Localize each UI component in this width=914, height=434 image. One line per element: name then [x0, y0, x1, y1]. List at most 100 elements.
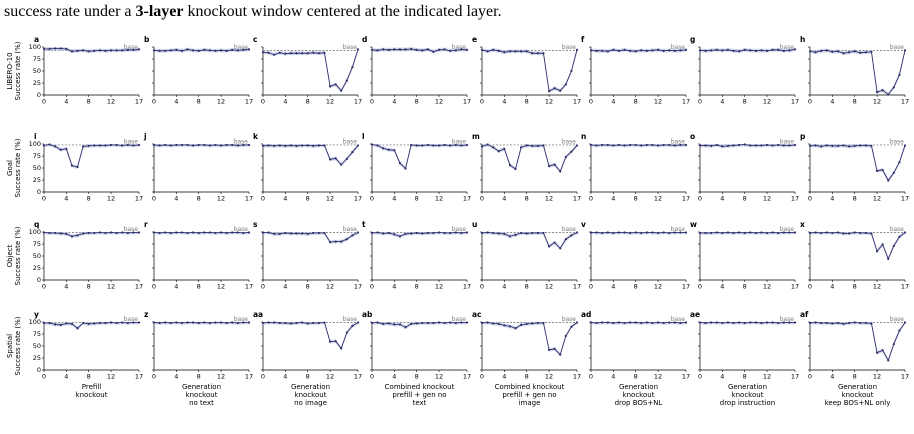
axis-spines: [809, 47, 905, 96]
data-point: [564, 155, 567, 159]
y-tick-label: 25: [33, 79, 41, 87]
data-point: [836, 321, 840, 325]
data-point: [398, 48, 402, 51]
panel-letter: i: [34, 132, 37, 141]
data-point: [334, 240, 337, 243]
x-tick-label: 0: [370, 195, 374, 203]
x-tick-label: 8: [197, 283, 201, 291]
data-point: [870, 322, 873, 325]
data-point: [684, 143, 688, 147]
data-point: [382, 322, 385, 326]
data-point: [42, 144, 46, 147]
x-tick-label: 0: [152, 98, 156, 106]
data-point: [595, 321, 598, 325]
x-tick-label: 8: [525, 283, 529, 291]
data-point: [192, 321, 195, 324]
data-point: [743, 321, 746, 325]
panel-letter: r: [144, 220, 148, 229]
data-point: [410, 322, 413, 326]
data-point: [749, 321, 752, 324]
y-tick-label: 0: [37, 366, 41, 374]
data-point: [859, 231, 862, 235]
data-point: [301, 232, 304, 235]
data-point: [738, 321, 741, 324]
x-tick-label: 4: [283, 373, 287, 381]
data-point: [640, 49, 643, 52]
data-point: [875, 169, 879, 172]
x-tick-label: 0: [370, 283, 374, 291]
data-point: [247, 321, 251, 324]
axis-spines: [371, 232, 467, 281]
data-point: [87, 322, 90, 326]
data-point: [480, 231, 484, 235]
data-point: [214, 231, 217, 235]
data-point: [503, 51, 506, 54]
data-point: [306, 322, 309, 325]
baseline-label: base: [343, 316, 358, 323]
y-tick-label: 100: [29, 43, 41, 51]
data-point: [158, 231, 161, 235]
data-point: [673, 49, 676, 52]
data-point: [192, 231, 195, 234]
x-tick-label: 12: [654, 98, 662, 106]
data-point: [848, 51, 851, 54]
data-point: [634, 50, 637, 53]
x-tick-label: 0: [42, 373, 46, 381]
data-point: [132, 321, 135, 324]
data-point: [645, 321, 648, 324]
data-point: [208, 231, 211, 234]
x-tick-label: 17: [354, 98, 362, 106]
panel-v: v 0 4 8 12 17 base: [581, 220, 690, 291]
data-point: [340, 89, 343, 92]
x-tick-label: 8: [87, 283, 91, 291]
data-point: [387, 148, 390, 151]
data-point: [836, 144, 840, 148]
data-point: [70, 235, 74, 238]
data-point: [542, 52, 545, 55]
panel-i: i 0 25 50 75 100 0 4 8 12 17 base: [29, 132, 144, 203]
data-point: [492, 322, 495, 325]
data-point: [782, 321, 785, 324]
data-point: [684, 48, 688, 51]
data-point: [261, 321, 265, 325]
series-band: [44, 144, 139, 169]
data-point: [881, 243, 884, 246]
x-tick-label: 4: [392, 98, 396, 106]
data-point: [808, 231, 812, 235]
data-point: [788, 231, 791, 234]
data-point: [242, 48, 245, 51]
panel-ac: ac 0 4 8 12 17 base: [472, 310, 581, 381]
x-tick-label: 0: [589, 283, 593, 291]
baseline-label: base: [124, 226, 139, 233]
baseline-label: base: [562, 316, 577, 323]
panel-ad: ad 0 4 8 12 17 base: [581, 310, 690, 381]
panel-n: n 0 4 8 12 17 base: [581, 132, 690, 203]
caption-text-before: success rate under a: [4, 3, 136, 20]
panel-x: x 0 4 8 12 17 base: [800, 220, 909, 291]
data-point: [278, 51, 281, 54]
data-point: [875, 250, 879, 253]
data-point: [323, 321, 326, 324]
data-point: [640, 231, 643, 235]
axis-spines: [699, 144, 795, 193]
data-point: [382, 232, 385, 235]
data-point: [536, 144, 539, 148]
axis-spines: [371, 144, 467, 193]
x-tick-label: 17: [573, 283, 581, 291]
baseline-label: base: [671, 44, 686, 51]
data-point: [295, 321, 298, 325]
column-label-line: Generation: [182, 383, 221, 391]
panel-b: b 0 4 8 12 17 base: [144, 35, 253, 106]
data-point: [486, 143, 489, 146]
data-point: [393, 323, 396, 326]
data-point: [662, 321, 665, 325]
data-point: [721, 321, 724, 325]
x-tick-label: 4: [830, 373, 834, 381]
data-point: [793, 143, 797, 147]
data-point: [54, 323, 57, 326]
data-point: [192, 144, 195, 147]
data-point: [640, 321, 643, 325]
data-point: [203, 231, 206, 234]
data-point: [898, 161, 901, 164]
